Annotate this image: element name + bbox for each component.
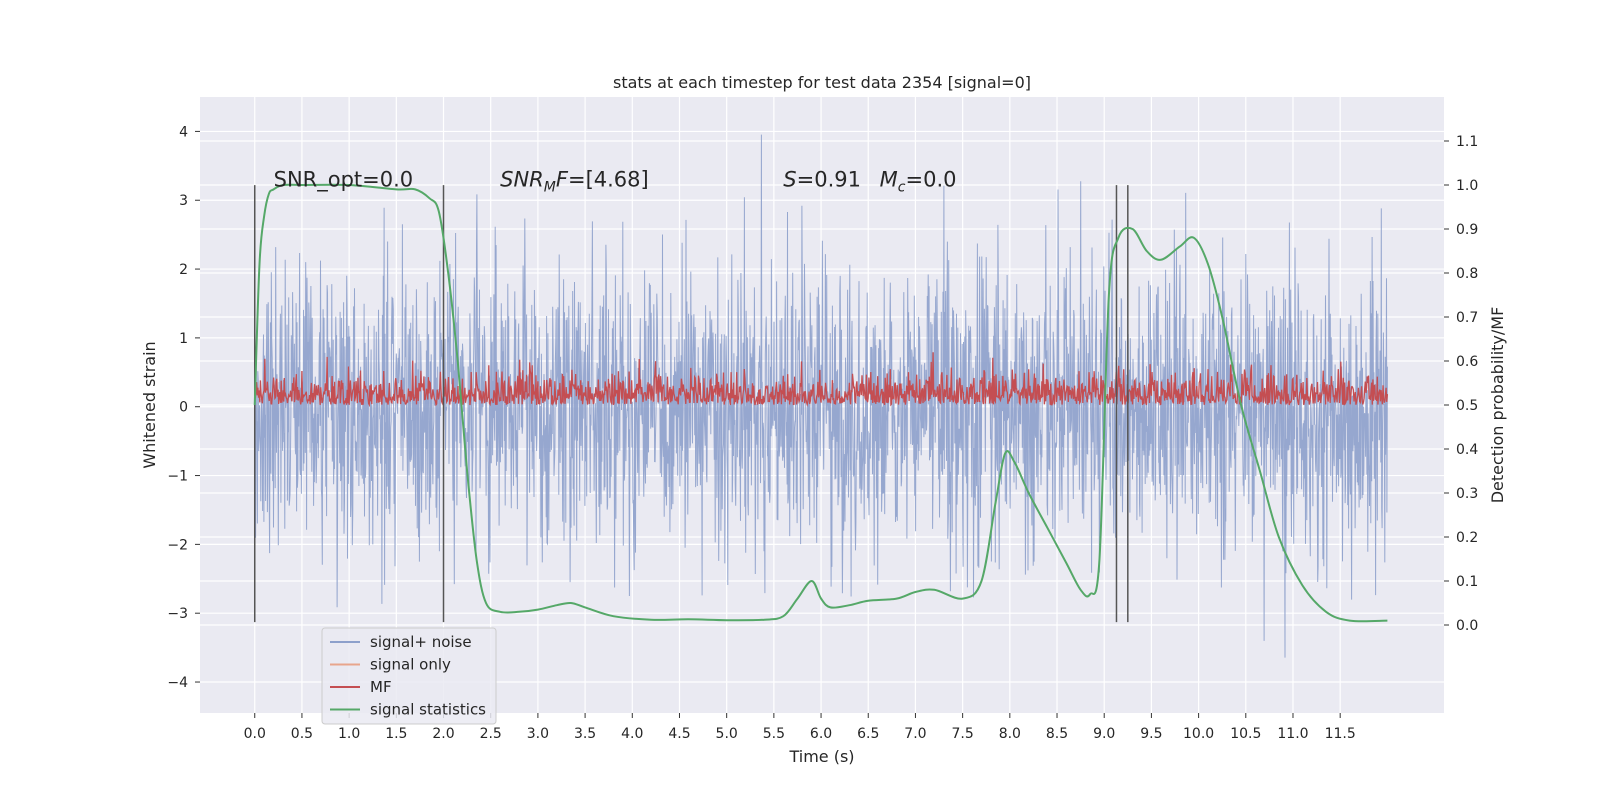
x-tick-label: 0.5 xyxy=(291,726,313,742)
x-tick-label: 7.0 xyxy=(904,726,926,742)
x-tick-label: 9.0 xyxy=(1093,726,1115,742)
y2-tick-label: 1.0 xyxy=(1456,178,1478,194)
x-tick-label: 3.5 xyxy=(574,726,596,742)
chart-title: stats at each timestep for test data 235… xyxy=(613,73,1031,92)
y2-tick-label: 0.6 xyxy=(1456,354,1478,370)
x-tick-label: 6.0 xyxy=(810,726,832,742)
x-tick-label: 8.0 xyxy=(999,726,1021,742)
y-tick-label: 3 xyxy=(179,193,188,209)
y-tick-label: 1 xyxy=(179,331,188,347)
x-tick-label: 2.0 xyxy=(432,726,454,742)
y-tick-label: 2 xyxy=(179,262,188,278)
legend: signal+ noise signal only MF signal statist… xyxy=(321,627,497,725)
x-tick-label: 2.5 xyxy=(480,726,502,742)
x-tick-label: 11.0 xyxy=(1277,726,1308,742)
x-tick-label: 10.5 xyxy=(1230,726,1261,742)
x-tick-label: 6.5 xyxy=(857,726,879,742)
series-signal-statistics xyxy=(253,183,1388,623)
y-tick-label: −2 xyxy=(167,537,188,553)
annotation-snr-opt: SNR_opt=0.0 xyxy=(274,168,414,193)
y2-tick-label: 0.2 xyxy=(1456,530,1478,546)
x-tick-label: 7.5 xyxy=(952,726,974,742)
annotation-snr-mf: SNRMF=[4.68] xyxy=(500,168,649,196)
x-axis-label: Time (s) xyxy=(788,747,854,766)
x-tick-label: 1.0 xyxy=(338,726,360,742)
y2-tick-label: 1.1 xyxy=(1456,134,1478,150)
x-tick-label: 9.5 xyxy=(1140,726,1162,742)
y2-tick-label: 0.0 xyxy=(1456,618,1478,634)
y-tick-label: −4 xyxy=(167,675,188,691)
x-tick-label: 1.5 xyxy=(385,726,407,742)
ticks: 0.0 0.5 1.0 1.5 2.0 2.5 3.0 3.5 4.0 4.5 5.0 5.5 6.0 6… xyxy=(167,124,1478,742)
legend-signal-only-label: signal only xyxy=(370,656,451,674)
y2-tick-label: 0.1 xyxy=(1456,574,1478,590)
y2-tick-label: 0.3 xyxy=(1456,486,1478,502)
y-axis-label: Whitened strain xyxy=(140,341,159,468)
y2-tick-label: 0.9 xyxy=(1456,222,1478,238)
annotations: SNR_opt=0.0 SNRMF=[4.68] S=0.91 Mc=0.0 xyxy=(274,168,957,196)
x-tick-label: 10.0 xyxy=(1183,726,1214,742)
y2-tick-label: 0.4 xyxy=(1456,442,1478,458)
x-tick-label: 11.5 xyxy=(1325,726,1356,742)
x-tick-label: 5.0 xyxy=(716,726,738,742)
legend-mf-label: MF xyxy=(370,678,392,696)
signal-statistics-line xyxy=(253,183,1388,623)
y2-tick-label: 0.7 xyxy=(1456,310,1478,326)
y-tick-label: −3 xyxy=(167,606,188,622)
annotation-s-mc: S=0.91 Mc=0.0 xyxy=(783,168,956,196)
x-tick-label: 3.0 xyxy=(527,726,549,742)
x-tick-label: 5.5 xyxy=(763,726,785,742)
x-tick-label: 4.5 xyxy=(668,726,690,742)
y2-tick-label: 0.5 xyxy=(1456,398,1478,414)
y-tick-label: −1 xyxy=(167,469,188,485)
y-tick-label: 4 xyxy=(179,124,188,140)
legend-signal-statistics-label: signal statistics xyxy=(370,701,486,719)
y2-axis-label: Detection probability/MF xyxy=(1488,307,1507,504)
legend-box xyxy=(321,627,497,725)
x-tick-label: 8.5 xyxy=(1046,726,1068,742)
y2-tick-label: 0.8 xyxy=(1456,266,1478,282)
legend-signal-noise-label: signal+ noise xyxy=(370,633,472,651)
y-tick-label: 0 xyxy=(179,400,188,416)
x-tick-label: 4.0 xyxy=(621,726,643,742)
x-tick-label: 0.0 xyxy=(244,726,266,742)
